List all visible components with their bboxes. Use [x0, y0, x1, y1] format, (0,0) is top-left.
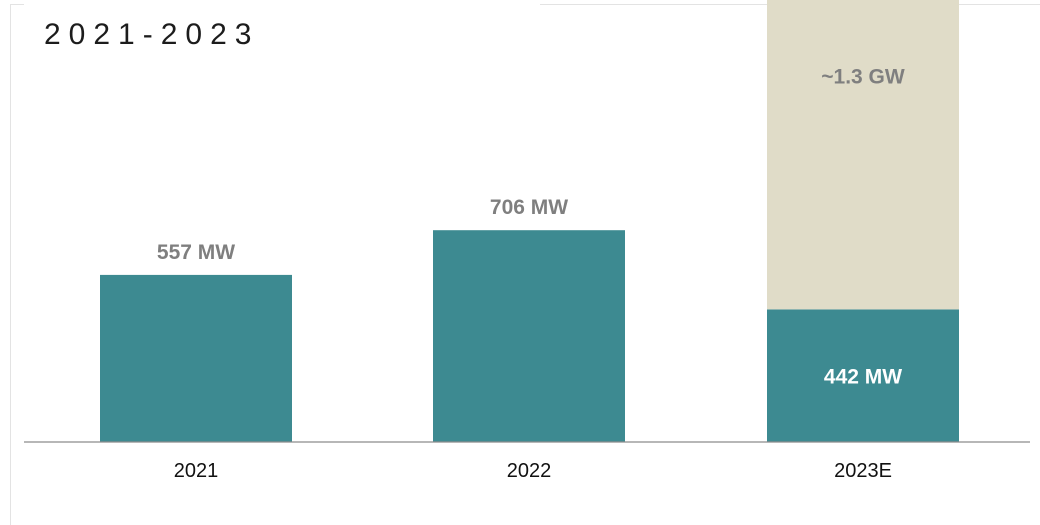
bar-2023e-series-1 — [767, 309, 959, 442]
chart-title: 2021-2023 — [44, 18, 260, 51]
bar-2022-series-1 — [433, 230, 625, 442]
bar-2023e-series-2 — [767, 0, 959, 310]
data-label-2021: 557 MW — [157, 241, 235, 264]
x-tick-label-2023e: 2023E — [834, 460, 892, 482]
x-tick-label-2022: 2022 — [507, 460, 552, 482]
title-mask — [24, 0, 540, 14]
data-label-2023e-series-1: 442 MW — [824, 366, 902, 389]
data-label-2022: 706 MW — [490, 196, 568, 219]
x-tick-label-2021: 2021 — [174, 460, 219, 482]
bar-2021-series-1 — [100, 274, 292, 442]
data-label-2023e-series-2: ~1.3 GW — [821, 65, 905, 88]
